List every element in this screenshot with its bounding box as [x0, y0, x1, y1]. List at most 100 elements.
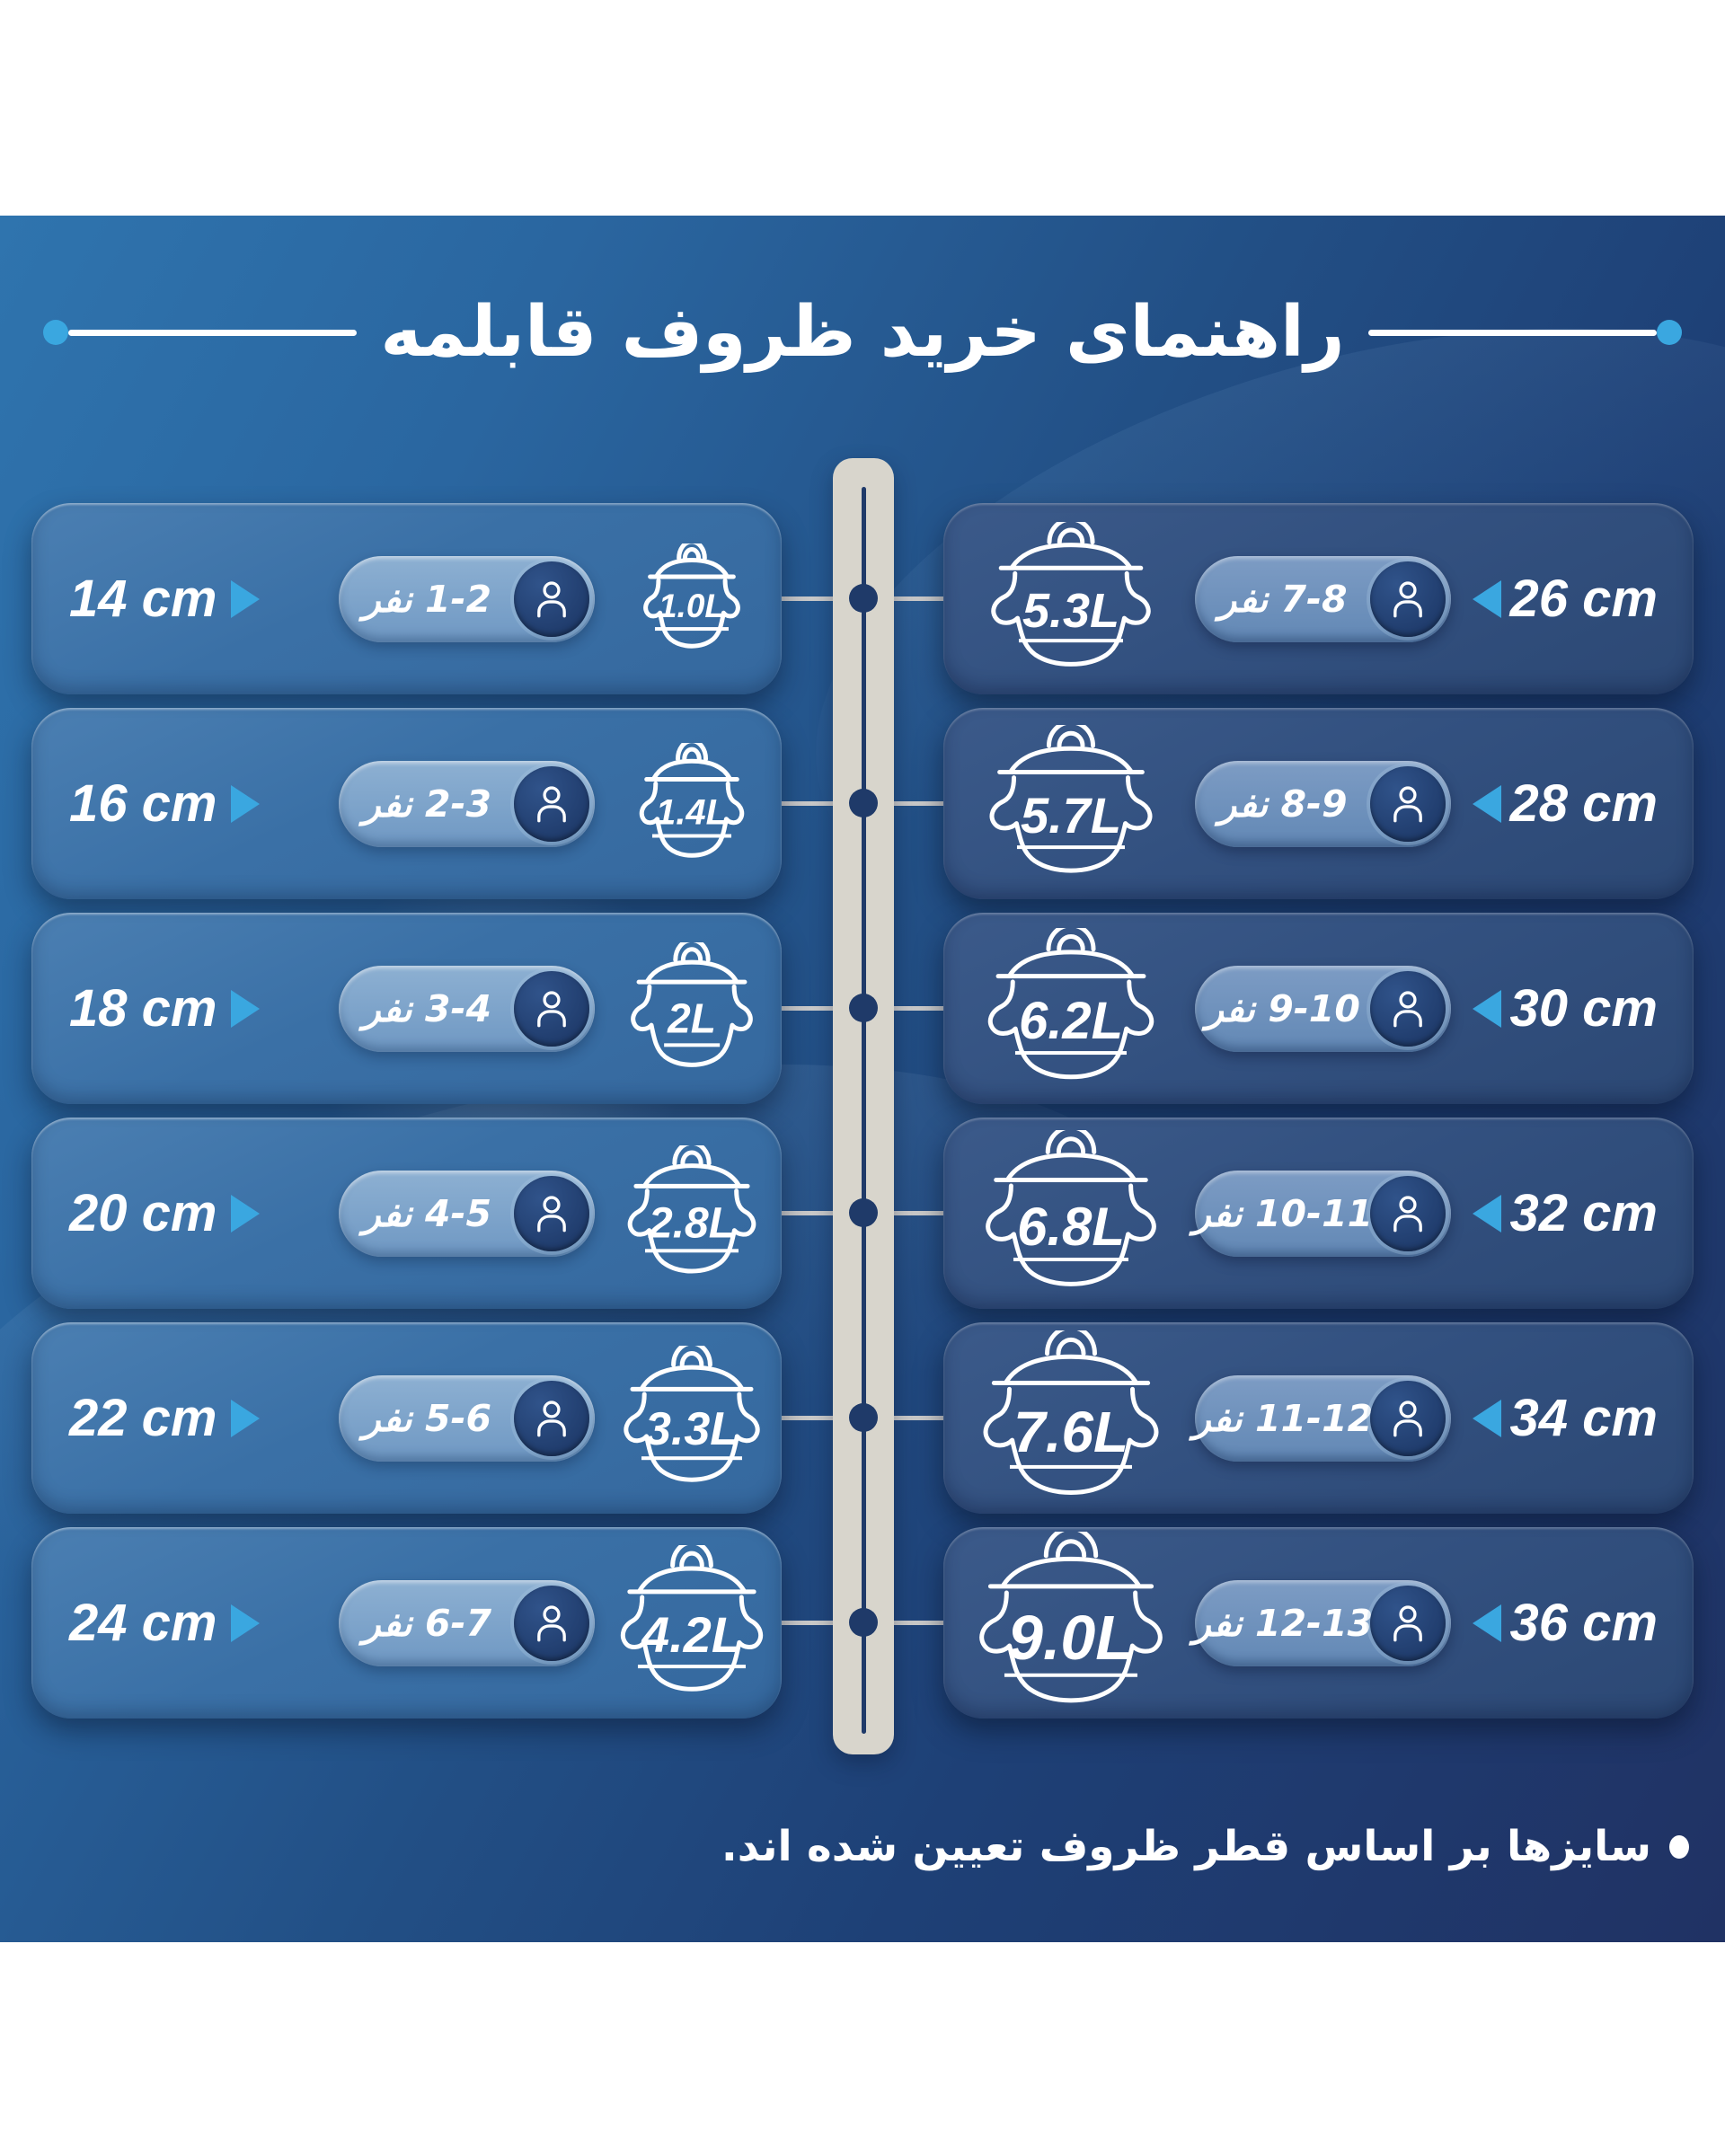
- person-icon: [1369, 1175, 1446, 1251]
- size-label: 36 cm: [1509, 1594, 1658, 1652]
- row-right-30cm: 6.2L 9-10 نفر 30 cm: [943, 913, 1694, 1104]
- arrow-right-icon: [231, 989, 261, 1028]
- people-count-label: 1-2 نفر: [362, 577, 492, 621]
- pot-slot: 5.7L: [967, 725, 1175, 883]
- divider-node-1: [849, 584, 878, 613]
- person-icon: [1369, 765, 1446, 842]
- pot-slot: 4.2L: [602, 1545, 782, 1701]
- pot-icon: 5.3L: [982, 522, 1160, 676]
- people-capsule: 8-9 نفر: [1194, 760, 1451, 847]
- pot-icon: 5.7L: [980, 725, 1162, 883]
- header-dot-right-icon: [1657, 320, 1682, 345]
- capacity-label: 7.6L: [1009, 1401, 1133, 1470]
- capacity-label: 3.3L: [641, 1405, 743, 1461]
- row-right-36cm: 9.0L 12-13 نفر 36 cm: [943, 1527, 1694, 1719]
- size-label: 20 cm: [69, 1184, 217, 1242]
- connector-right-2: [891, 801, 949, 806]
- divider-node-5: [849, 1403, 878, 1432]
- connector-left-5: [771, 1416, 836, 1420]
- people-count-label: 10-11 نفر: [1192, 1191, 1374, 1235]
- pot-slot: 7.6L: [967, 1330, 1175, 1507]
- person-icon: [1369, 1380, 1446, 1456]
- connector-right-1: [891, 596, 949, 601]
- people-count-label: 4-5 نفر: [362, 1191, 492, 1235]
- footnote-text: سایزها بر اساس قطر ظروف تعیین شده اند.: [721, 1822, 1651, 1871]
- person-icon: [514, 1380, 589, 1456]
- pot-icon: 9.0L: [969, 1532, 1173, 1715]
- arrow-right-icon: [231, 579, 261, 618]
- connector-right-6: [891, 1621, 949, 1625]
- people-capsule: 3-4 نفر: [339, 965, 595, 1052]
- people-count-label: 6-7 نفر: [362, 1601, 492, 1645]
- capacity-label: 6.8L: [1013, 1198, 1129, 1262]
- pot-slot: 2.8L: [602, 1145, 782, 1282]
- arrow-right-icon: [231, 1399, 261, 1437]
- person-icon: [514, 970, 589, 1047]
- capacity-label: 9.0L: [1004, 1604, 1138, 1678]
- capacity-label: 6.2L: [1014, 994, 1128, 1056]
- row-left-24cm: 24 cm 6-7 نفر 4.2L: [31, 1527, 782, 1719]
- pot-slot: 6.2L: [967, 928, 1175, 1090]
- connector-right-4: [891, 1211, 949, 1215]
- capacity-label: 2.8L: [644, 1200, 739, 1253]
- people-capsule: 7-8 نفر: [1194, 555, 1451, 642]
- people-capsule: 4-5 نفر: [339, 1170, 595, 1257]
- divider-node-6: [849, 1608, 878, 1637]
- row-right-28cm: 5.7L 8-9 نفر 28 cm: [943, 708, 1694, 899]
- row-right-34cm: 7.6L 11-12 نفر 34 cm: [943, 1322, 1694, 1514]
- connector-left-4: [771, 1211, 836, 1215]
- pot-icon: 1.0L: [639, 543, 745, 655]
- pot-slot: 6.8L: [967, 1130, 1175, 1297]
- size-label: 30 cm: [1509, 979, 1658, 1038]
- header: راهنمای خرید ظروف قابلمه: [0, 278, 1725, 386]
- row-left-16cm: 16 cm 2-3 نفر 1.4L: [31, 708, 782, 899]
- arrow-left-icon: [1472, 1604, 1501, 1642]
- divider-node-2: [849, 789, 878, 817]
- pot-icon: 1.4L: [634, 743, 749, 865]
- person-icon: [514, 561, 589, 637]
- people-capsule: 1-2 نفر: [339, 555, 595, 642]
- pot-slot: 9.0L: [967, 1532, 1175, 1715]
- arrow-left-icon: [1472, 1399, 1501, 1437]
- pot-slot: 2L: [602, 942, 782, 1075]
- pot-icon: 7.6L: [973, 1330, 1169, 1507]
- bullet-icon: [1669, 1834, 1689, 1859]
- people-count-label: 7-8 نفر: [1218, 577, 1348, 621]
- footnote: سایزها بر اساس قطر ظروف تعیین شده اند.: [721, 1822, 1689, 1871]
- divider-inner-line: [861, 487, 866, 1734]
- person-icon: [514, 1585, 589, 1661]
- pot-icon: 6.8L: [976, 1130, 1166, 1297]
- size-label: 22 cm: [69, 1389, 217, 1447]
- divider-node-4: [849, 1198, 878, 1227]
- size-label: 18 cm: [69, 979, 217, 1038]
- capacity-label: 1.4L: [651, 794, 732, 838]
- header-line-right: [1367, 329, 1657, 336]
- page-title: راهنمای خرید ظروف قابلمه: [380, 292, 1345, 373]
- person-icon: [1369, 1585, 1446, 1661]
- people-capsule: 11-12 نفر: [1193, 1374, 1451, 1462]
- size-label: 34 cm: [1509, 1389, 1658, 1447]
- capacity-label: 4.2L: [637, 1608, 747, 1668]
- pot-icon: 3.3L: [616, 1346, 767, 1491]
- arrow-right-icon: [231, 784, 261, 823]
- people-count-label: 9-10 نفر: [1206, 986, 1360, 1030]
- row-right-32cm: 6.8L 10-11 نفر 32 cm: [943, 1118, 1694, 1309]
- people-count-label: 3-4 نفر: [362, 986, 492, 1030]
- connector-right-5: [891, 1416, 949, 1420]
- capacity-label: 1.0L: [654, 588, 730, 631]
- people-count-label: 8-9 نفر: [1218, 782, 1348, 826]
- person-icon: [514, 765, 589, 842]
- row-left-22cm: 22 cm 5-6 نفر 3.3L: [31, 1322, 782, 1514]
- size-wrap: 18 cm: [69, 978, 339, 1038]
- connector-left-2: [771, 801, 836, 806]
- person-icon: [1369, 561, 1446, 637]
- size-label: 16 cm: [69, 774, 217, 833]
- size-label: 32 cm: [1509, 1184, 1658, 1242]
- arrow-right-icon: [231, 1194, 261, 1233]
- size-wrap: 20 cm: [69, 1183, 339, 1243]
- people-capsule: 10-11 نفر: [1192, 1170, 1451, 1257]
- people-count-label: 5-6 نفر: [362, 1396, 492, 1440]
- pot-slot: 1.4L: [602, 743, 782, 865]
- arrow-left-icon: [1472, 989, 1501, 1028]
- person-icon: [514, 1175, 589, 1251]
